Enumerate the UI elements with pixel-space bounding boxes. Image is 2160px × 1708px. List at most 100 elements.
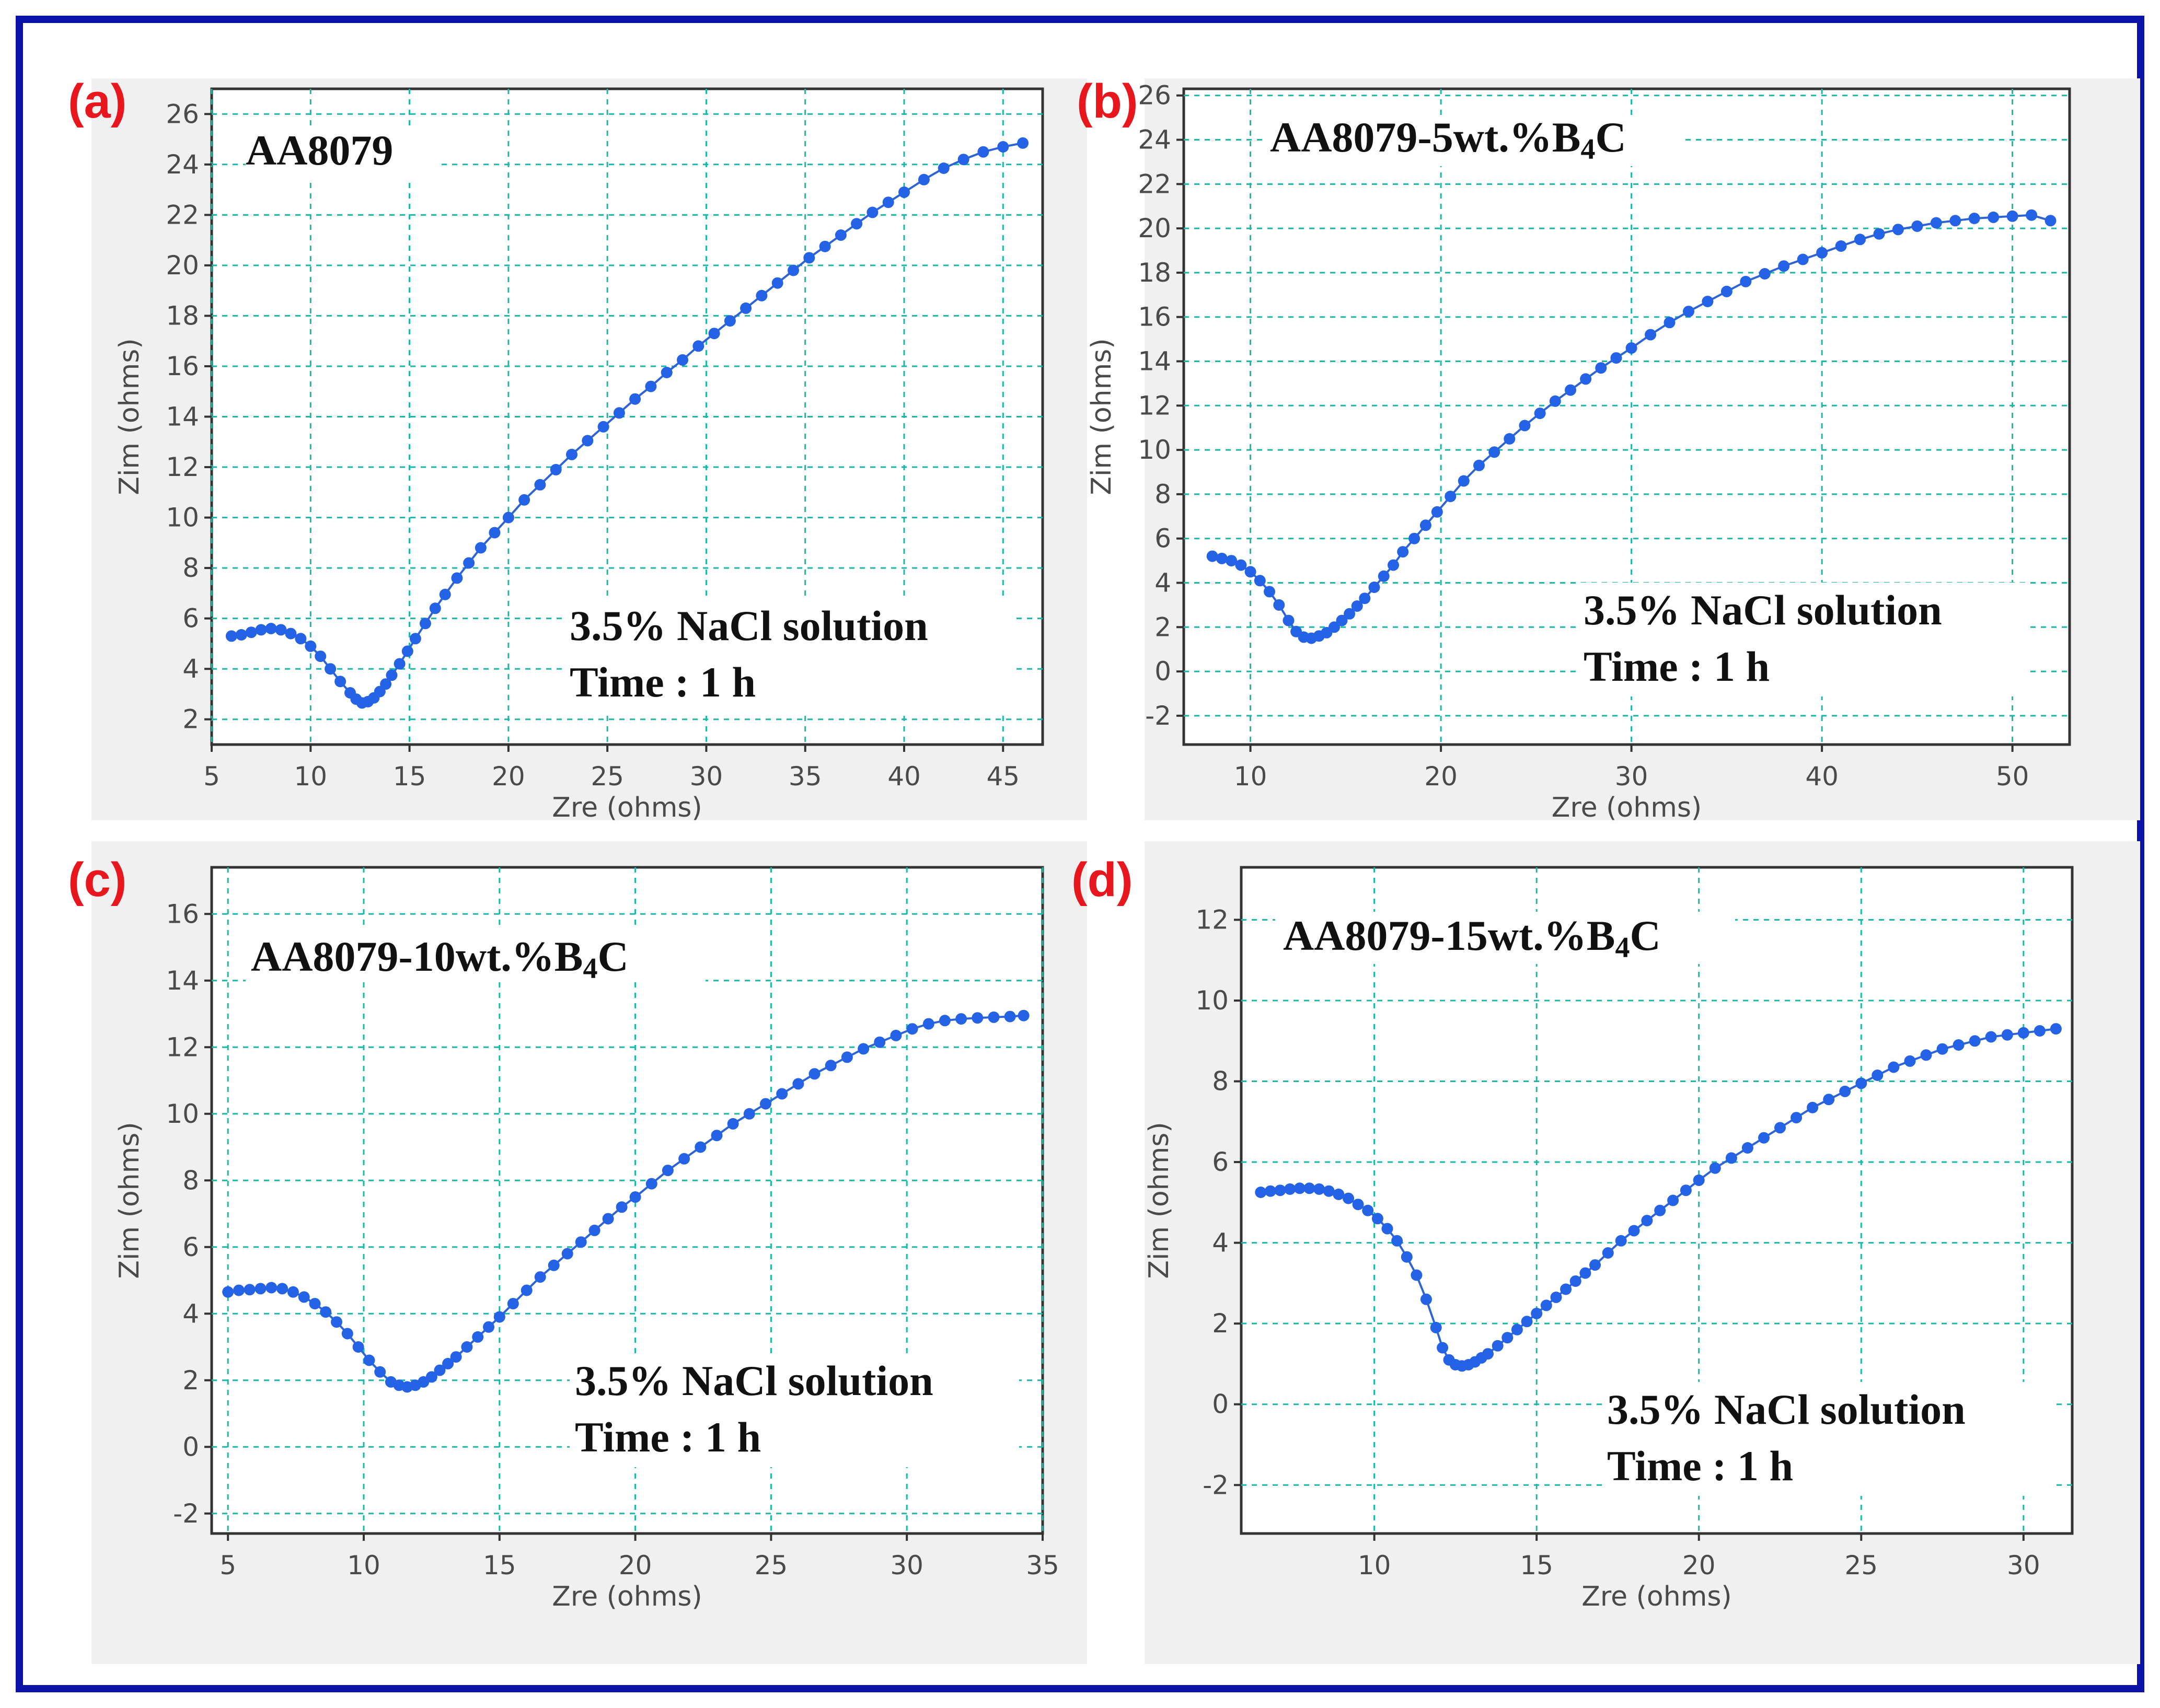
data-point <box>548 1259 560 1271</box>
data-point <box>1420 1293 1432 1305</box>
data-point <box>534 479 546 491</box>
x-tick-label: 10 <box>1234 761 1267 792</box>
y-tick-label: 12 <box>1138 390 1171 421</box>
data-point <box>1411 1269 1423 1281</box>
y-axis-label: Zim (ohms) <box>1086 338 1117 495</box>
data-point <box>771 277 783 289</box>
data-point <box>1741 1142 1753 1154</box>
data-point <box>756 289 768 301</box>
x-tick-label: 20 <box>1424 761 1458 792</box>
data-point <box>906 1023 918 1035</box>
chart-panel-1: 5 10 15 20 25 30 35 40 452468101214161820222426Z… <box>68 75 1087 823</box>
data-point <box>1235 559 1247 571</box>
y-tick-label: 20 <box>1138 213 1171 243</box>
y-tick-label: 8 <box>182 553 199 583</box>
data-point <box>1680 1184 1692 1196</box>
data-point <box>450 1351 462 1363</box>
x-axis-label: Zre (ohms) <box>1552 792 1702 823</box>
annotation-line: Time : 1 h <box>575 1413 761 1461</box>
data-point <box>1473 459 1485 471</box>
y-tick-label: 14 <box>166 402 199 432</box>
data-point <box>1323 1185 1335 1197</box>
data-point <box>1835 240 1847 252</box>
x-tick-label: 30 <box>2007 1550 2040 1581</box>
y-tick-label: 12 <box>1195 904 1229 935</box>
data-point <box>692 340 704 352</box>
chart-panel-3: 5 10 15 20 25 30 35 -2 0 2 4 6 8 10 12 14 16 Zre (ohms) Zi… <box>68 841 1087 1664</box>
data-point <box>1336 614 1348 626</box>
data-point <box>616 1201 628 1213</box>
data-point <box>1419 519 1431 531</box>
data-point <box>341 1328 353 1340</box>
data-point <box>1904 1055 1916 1067</box>
data-point <box>429 602 441 614</box>
data-point <box>922 1018 934 1030</box>
y-tick-label: 24 <box>1138 125 1171 155</box>
data-point <box>1610 352 1622 364</box>
data-point <box>662 1165 674 1177</box>
y-tick-label: 6 <box>1154 524 1171 554</box>
data-point <box>597 421 609 433</box>
data-point <box>661 367 673 378</box>
y-tick-label: -2 <box>1203 1470 1229 1500</box>
data-point <box>1018 1009 1030 1021</box>
data-point <box>1628 1225 1640 1237</box>
y-tick-label: 12 <box>166 1032 199 1062</box>
y-tick-label: 10 <box>1138 435 1171 465</box>
data-point <box>1458 475 1470 487</box>
x-tick-label: 15 <box>393 761 426 792</box>
x-tick-label: 35 <box>1026 1550 1059 1581</box>
data-point <box>1791 1112 1803 1124</box>
data-point <box>708 328 720 340</box>
data-point <box>380 678 392 690</box>
x-tick-label: 10 <box>294 761 327 792</box>
data-point <box>1873 228 1885 240</box>
data-point <box>1930 217 1942 229</box>
data-point <box>1284 1183 1296 1195</box>
data-point <box>588 1224 600 1236</box>
x-tick-label: 25 <box>1844 1550 1878 1581</box>
x-tick-label: 30 <box>690 761 723 792</box>
title-background <box>246 930 706 982</box>
data-point <box>1854 234 1866 246</box>
data-point <box>792 1078 804 1090</box>
data-point <box>1352 1199 1364 1211</box>
data-point <box>743 1108 755 1120</box>
data-point <box>352 1341 364 1353</box>
y-tick-label: 2 <box>1154 612 1171 642</box>
data-point <box>1430 1321 1442 1333</box>
data-point <box>1519 420 1531 432</box>
chart-title-main: AA8079 <box>246 126 393 174</box>
y-tick-label: 22 <box>166 200 199 230</box>
data-point <box>1778 260 1790 272</box>
data-point <box>645 380 657 392</box>
data-point <box>1759 268 1771 280</box>
y-tick-label: 22 <box>1138 169 1171 199</box>
data-point <box>1565 384 1576 396</box>
data-point <box>425 1371 437 1383</box>
y-tick-label: 16 <box>166 351 199 381</box>
data-point <box>1488 446 1500 458</box>
chart-title-subscript: 4 <box>583 952 597 985</box>
data-point <box>1333 1188 1345 1200</box>
data-point <box>1602 1247 1614 1259</box>
data-point <box>1816 247 1828 259</box>
data-point <box>874 1036 886 1048</box>
data-point <box>1313 1183 1325 1195</box>
x-tick-label: 15 <box>483 1550 516 1581</box>
data-point <box>2026 209 2038 221</box>
data-point <box>575 1236 587 1248</box>
data-point <box>1892 224 1904 236</box>
data-point <box>918 173 930 185</box>
data-point <box>1216 552 1228 564</box>
data-point <box>1720 285 1732 297</box>
data-point <box>1758 1132 1770 1144</box>
annotation-background <box>1578 583 2028 696</box>
data-point <box>1511 1323 1523 1335</box>
data-point <box>1579 1267 1591 1279</box>
annotation-background <box>564 598 1014 712</box>
y-tick-label: 6 <box>182 603 199 634</box>
y-tick-label: 10 <box>166 503 199 533</box>
data-point <box>602 1213 614 1225</box>
